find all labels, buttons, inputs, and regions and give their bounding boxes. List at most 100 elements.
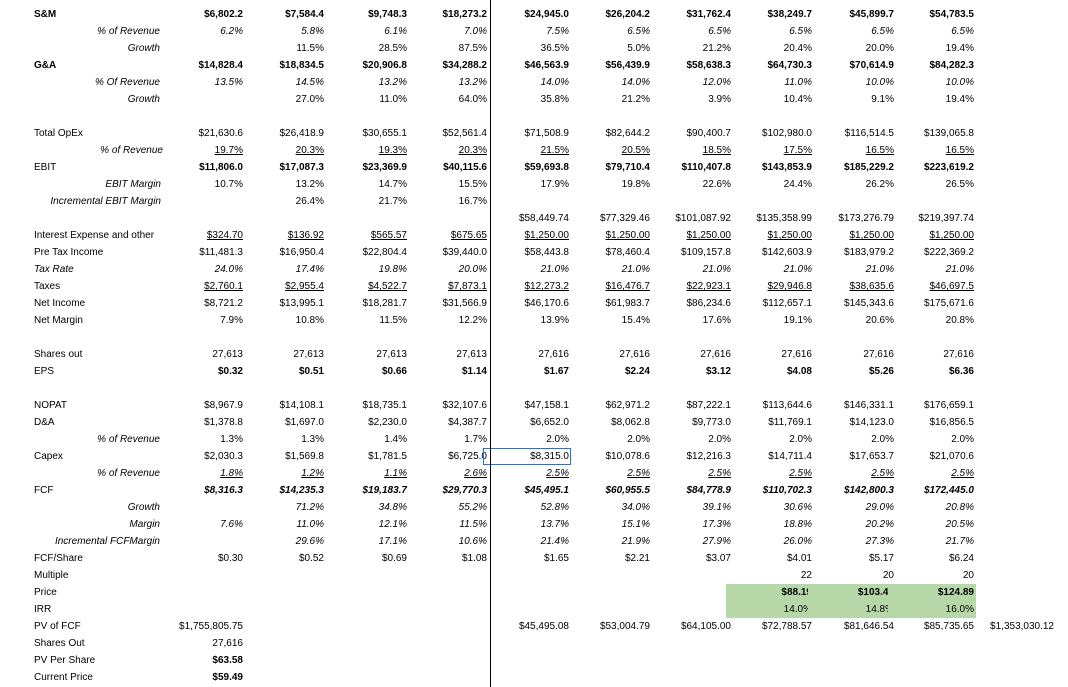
cell[interactable] xyxy=(321,601,409,618)
cell[interactable] xyxy=(483,669,571,686)
cell[interactable]: 17.3% xyxy=(702,519,731,530)
cell[interactable]: 11.5% xyxy=(296,43,324,54)
cell[interactable]: $3.12 xyxy=(705,366,731,377)
cell[interactable]: $84,778.9 xyxy=(686,485,732,496)
cell[interactable]: $0.52 xyxy=(298,553,324,564)
row-label[interactable]: Price xyxy=(34,587,57,598)
cell[interactable] xyxy=(157,210,245,227)
cell[interactable]: 1.7% xyxy=(464,434,487,445)
cell[interactable]: 27,613 xyxy=(212,349,243,360)
row-label[interactable]: Growth xyxy=(127,94,160,105)
cell[interactable] xyxy=(321,584,409,601)
row-label[interactable]: % of Revenue xyxy=(97,434,160,445)
cell[interactable]: $6.24 xyxy=(948,553,974,564)
cell[interactable]: 26.2% xyxy=(865,179,894,190)
cell[interactable] xyxy=(157,567,245,584)
cell[interactable]: $19,183.7 xyxy=(362,485,408,496)
cell[interactable]: $8,967.9 xyxy=(204,400,243,411)
cell[interactable]: $142,800.3 xyxy=(843,485,894,496)
cell[interactable]: $14,108.1 xyxy=(279,400,325,411)
cell[interactable]: $11,481.3 xyxy=(199,247,243,258)
row-label[interactable]: FCF/Share xyxy=(34,553,83,564)
cell[interactable]: $219,397.74 xyxy=(918,213,974,224)
cell[interactable]: $1,250.00 xyxy=(767,230,813,241)
cell[interactable] xyxy=(157,40,245,57)
cell[interactable]: 1.2% xyxy=(301,468,324,479)
cell[interactable]: 19.8% xyxy=(378,264,407,275)
cell[interactable] xyxy=(726,669,814,686)
cell[interactable]: $26,204.2 xyxy=(605,9,651,20)
cell[interactable]: $8,062.8 xyxy=(611,417,650,428)
cell[interactable]: $34,288.2 xyxy=(442,60,488,71)
cell[interactable]: $2,030.3 xyxy=(204,451,243,462)
cell[interactable]: 20.3% xyxy=(458,145,487,156)
cell[interactable]: $5.26 xyxy=(868,366,894,377)
cell[interactable]: $22,804.4 xyxy=(362,247,408,258)
cell[interactable]: 2.5% xyxy=(871,468,894,479)
cell[interactable]: 19.4% xyxy=(945,94,974,105)
cell[interactable]: $90,400.7 xyxy=(686,128,732,139)
cell[interactable]: $2,760.1 xyxy=(204,281,243,292)
cell[interactable] xyxy=(238,584,326,601)
cell[interactable]: $78,460.4 xyxy=(605,247,651,258)
cell[interactable]: $18,735.1 xyxy=(362,400,408,411)
cell[interactable] xyxy=(808,193,896,210)
cell[interactable]: 21.0% xyxy=(783,264,812,275)
cell[interactable]: $0.51 xyxy=(298,366,324,377)
cell[interactable]: 20.5% xyxy=(945,519,974,530)
cell[interactable]: $4.08 xyxy=(786,366,812,377)
row-label[interactable]: Taxes xyxy=(34,281,61,292)
cell[interactable]: $38,635.6 xyxy=(849,281,895,292)
cell[interactable]: 52.8% xyxy=(540,502,569,513)
cell[interactable]: 13.2% xyxy=(378,77,407,88)
cell[interactable]: 11.0% xyxy=(296,519,324,530)
cell[interactable] xyxy=(564,635,652,652)
cell[interactable]: 6.2% xyxy=(220,26,243,37)
cell[interactable]: 17.5% xyxy=(783,145,812,156)
cell[interactable]: 26.5% xyxy=(945,179,974,190)
cell[interactable]: $29,946.8 xyxy=(767,281,813,292)
cell[interactable]: 17.4% xyxy=(295,264,324,275)
cell[interactable]: $53,004.79 xyxy=(599,621,650,632)
cell[interactable]: $58,638.3 xyxy=(686,60,732,71)
cell[interactable] xyxy=(726,652,814,669)
cell[interactable]: 17.6% xyxy=(702,315,731,326)
cell[interactable] xyxy=(564,567,652,584)
row-label[interactable]: Growth xyxy=(127,502,160,513)
row-label[interactable]: NOPAT xyxy=(34,400,67,411)
row-label[interactable]: EPS xyxy=(34,366,55,377)
cell[interactable]: 29.6% xyxy=(295,536,324,547)
cell[interactable]: $84,282.3 xyxy=(929,60,975,71)
cell[interactable]: $47,158.1 xyxy=(524,400,570,411)
cell[interactable]: 27.0% xyxy=(295,94,324,105)
cell[interactable]: $85,735.65 xyxy=(923,621,974,632)
cell[interactable] xyxy=(483,652,571,669)
cell[interactable]: 1.4% xyxy=(384,434,407,445)
cell[interactable]: $22,923.1 xyxy=(686,281,732,292)
cell[interactable]: 14.7% xyxy=(378,179,407,190)
cell[interactable]: 27,616 xyxy=(619,349,650,360)
cell[interactable]: $31,762.4 xyxy=(686,9,732,20)
cell[interactable]: $1.08 xyxy=(461,553,487,564)
cell[interactable] xyxy=(808,652,896,669)
cell[interactable]: 18.8% xyxy=(783,519,812,530)
cell[interactable]: 2.0% xyxy=(871,434,894,445)
cell[interactable]: $145,343.6 xyxy=(843,298,894,309)
cell[interactable]: $2.24 xyxy=(624,366,650,377)
cell[interactable]: $8,315.0 xyxy=(483,448,571,465)
cell[interactable]: $103.42 xyxy=(808,584,896,601)
row-label[interactable]: Capex xyxy=(34,451,63,462)
cell[interactable]: $62,971.2 xyxy=(605,400,651,411)
cell[interactable]: $183,979.2 xyxy=(843,247,894,258)
cell[interactable]: $112,657.1 xyxy=(762,298,812,309)
cell[interactable] xyxy=(483,567,571,584)
cell[interactable]: 13.9% xyxy=(540,315,569,326)
cell[interactable]: 1.3% xyxy=(220,434,243,445)
cell[interactable]: 19.3% xyxy=(378,145,407,156)
cell[interactable]: $565.57 xyxy=(370,230,407,241)
cell[interactable]: $14,711.4 xyxy=(768,451,812,462)
terminal-value-cell[interactable]: $1,353,030.12 xyxy=(990,621,1054,632)
cell[interactable]: 12.2% xyxy=(458,315,487,326)
cell[interactable]: $1.14 xyxy=(461,366,487,377)
